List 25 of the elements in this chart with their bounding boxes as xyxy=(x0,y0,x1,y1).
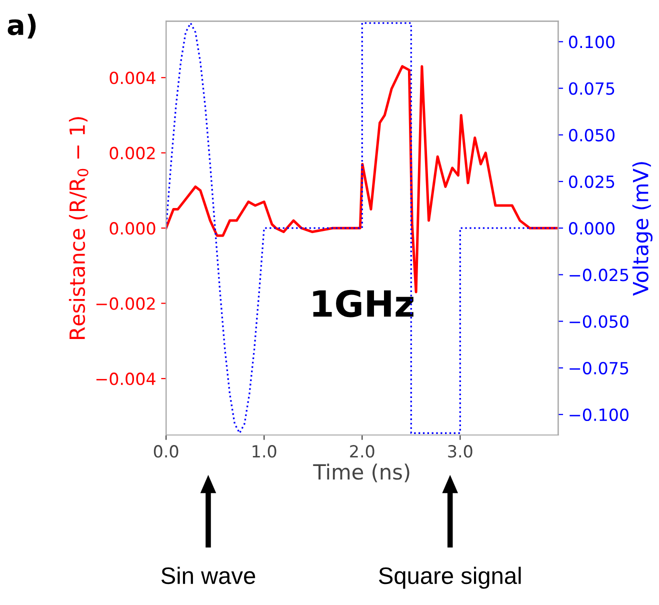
y2-tick-label: −0.050 xyxy=(570,315,628,328)
y2-tick-label: 0.050 xyxy=(568,128,614,142)
y2-tick-label: −0.025 xyxy=(570,268,628,282)
y-tick-label: −0.004 xyxy=(96,372,156,386)
text: Square signal xyxy=(378,566,521,589)
y-tick-label: −0.002 xyxy=(96,297,155,310)
y2-axis-title: Voltage (mV) xyxy=(632,162,653,296)
y2-tick-label: −0.075 xyxy=(570,362,628,374)
y2-tick-label: 0.075 xyxy=(568,82,614,95)
y-tick-label: 0.004 xyxy=(110,72,156,84)
text: Sin wave xyxy=(161,566,256,584)
y-tick-label: 0.000 xyxy=(110,222,156,235)
x-tick-label: 2.0 xyxy=(350,445,374,458)
x-tick-label: 3.0 xyxy=(448,445,472,458)
x-tick-label: 0.0 xyxy=(154,445,178,458)
y-axis-title: Resistance (R/R$_{0}$ − 1) xyxy=(68,117,88,339)
y-tick-label: 0.002 xyxy=(110,146,155,160)
chart-title: a) xyxy=(8,14,36,39)
x-axis-title: Time (ns) xyxy=(313,464,410,482)
y2-tick-label: −0.100 xyxy=(570,408,628,422)
annotation: 1GHz xyxy=(313,290,414,318)
y2-tick-label: 0.100 xyxy=(568,36,614,48)
y2-tick-label: 0.000 xyxy=(568,222,614,235)
x-tick-label: 1.0 xyxy=(252,445,276,458)
y2-tick-label: 0.025 xyxy=(568,175,614,188)
